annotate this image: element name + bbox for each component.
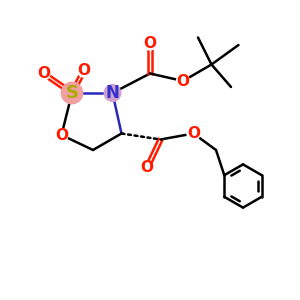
Circle shape [61,82,83,104]
Text: O: O [77,63,91,78]
Circle shape [176,74,190,88]
Circle shape [186,126,201,141]
Text: O: O [187,126,200,141]
Text: O: O [55,128,68,142]
Text: O: O [37,66,50,81]
Circle shape [36,66,51,81]
Text: O: O [143,36,157,51]
Circle shape [143,36,157,51]
Text: O: O [140,160,154,175]
Circle shape [77,63,91,78]
Circle shape [54,128,69,142]
Circle shape [103,84,122,102]
Circle shape [140,161,154,175]
Text: O: O [176,74,190,88]
Text: N: N [106,84,119,102]
Text: S: S [65,84,79,102]
